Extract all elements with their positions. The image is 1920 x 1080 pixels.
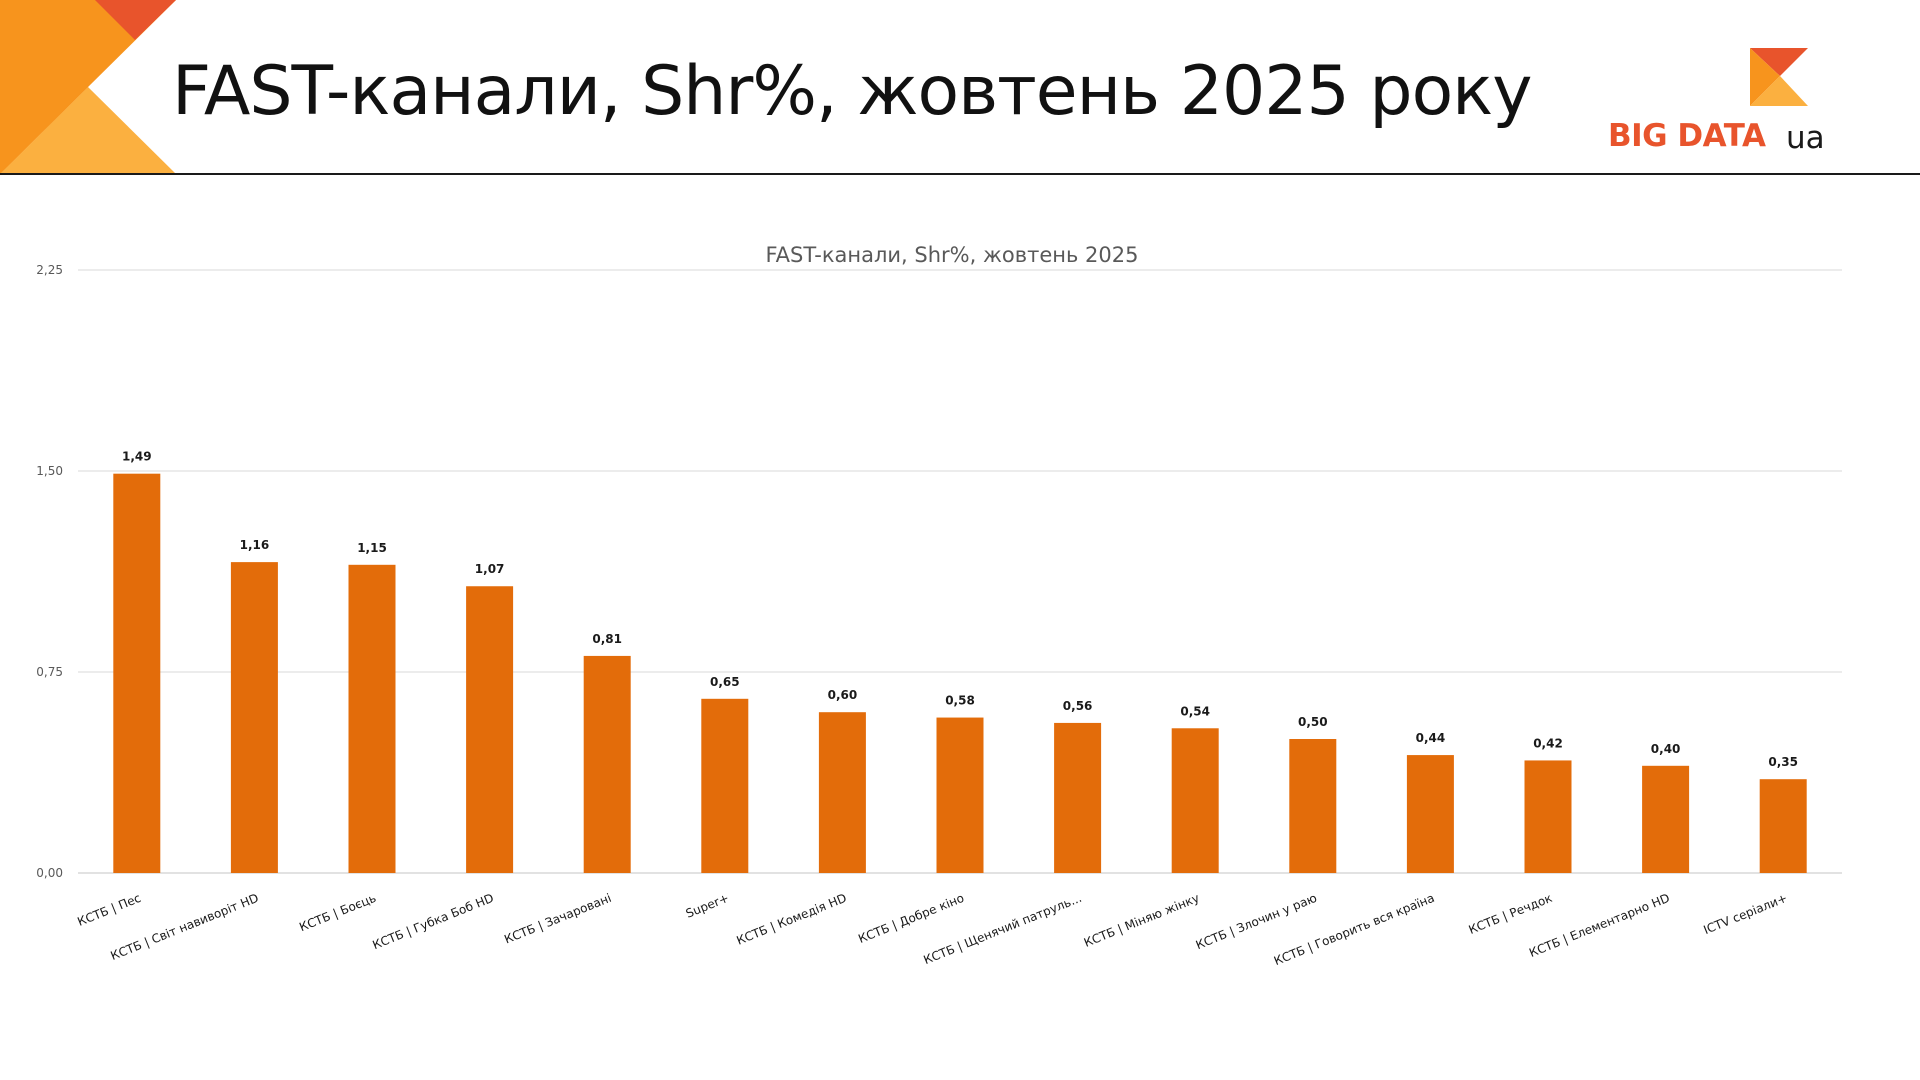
- chart-title: FAST-канали, Shr%, жовтень 2025: [766, 243, 1139, 267]
- y-axis-ticks: 0,00 0,75 1,50 2,25: [36, 263, 63, 880]
- data-labels: 1,49 1,16 1,15 1,07 0,81 0,65 0,60 0,58 0,56 0,54…: [122, 450, 1798, 770]
- bar: [348, 564, 396, 873]
- data-label: 0,42: [1533, 736, 1563, 750]
- corner-decoration: [0, 0, 176, 174]
- big-data-logo: BIG DATA ua: [1600, 48, 1840, 158]
- y-tick-label: 1,50: [36, 464, 63, 478]
- category-label: КСТБ | Боєць: [297, 891, 378, 935]
- data-label: 0,54: [1180, 704, 1210, 718]
- bar: [1759, 779, 1807, 873]
- bar: [1524, 760, 1572, 873]
- category-label: КСТБ | Речдок: [1467, 891, 1555, 937]
- data-label: 0,81: [592, 632, 622, 646]
- data-label: 0,65: [710, 675, 740, 689]
- category-label: Super+: [684, 891, 731, 921]
- data-label: 1,15: [357, 541, 387, 555]
- data-label: 0,56: [1063, 699, 1093, 713]
- slide-title: FAST-канали, Shr%, жовтень 2025 року: [172, 52, 1532, 131]
- category-label: КСТБ | Комедія HD: [734, 891, 848, 948]
- bar: [1642, 765, 1690, 873]
- data-label: 1,16: [240, 538, 270, 552]
- logo-mark-icon: [1750, 48, 1808, 106]
- category-label: КСТБ | Зачаровані: [502, 891, 613, 947]
- bar: [1054, 722, 1102, 873]
- data-label: 1,07: [475, 562, 505, 576]
- category-label: КСТБ | Добре кіно: [856, 891, 966, 946]
- bar: [1289, 739, 1337, 873]
- data-label: 0,50: [1298, 715, 1328, 729]
- data-label: 0,60: [828, 688, 858, 702]
- bars: [113, 473, 1807, 873]
- bar: [936, 717, 984, 873]
- category-label: КСТБ | Міняю жінку: [1082, 891, 1201, 950]
- y-tick-label: 2,25: [36, 263, 63, 277]
- category-label: ICTV серіали+: [1701, 891, 1789, 937]
- bar: [583, 655, 631, 873]
- bar: [113, 473, 161, 873]
- data-label: 1,49: [122, 450, 152, 464]
- data-label: 0,44: [1416, 731, 1446, 745]
- data-label: 0,35: [1768, 755, 1798, 769]
- header-divider: [0, 173, 1920, 175]
- y-tick-label: 0,75: [36, 665, 63, 679]
- y-tick-label: 0,00: [36, 866, 63, 880]
- bar: [466, 586, 514, 873]
- logo-suffix: ua: [1786, 120, 1825, 156]
- bar: [1171, 728, 1219, 873]
- logo-text: BIG DATA: [1608, 118, 1766, 154]
- data-label: 0,58: [945, 694, 975, 708]
- category-label: КСТБ | Пес: [75, 891, 142, 929]
- data-label: 0,40: [1651, 742, 1681, 756]
- bar: [230, 562, 278, 873]
- bar: [1406, 755, 1454, 873]
- bar: [818, 712, 866, 873]
- category-label: КСТБ | Губка Боб HD: [370, 891, 495, 952]
- bar: [701, 698, 749, 873]
